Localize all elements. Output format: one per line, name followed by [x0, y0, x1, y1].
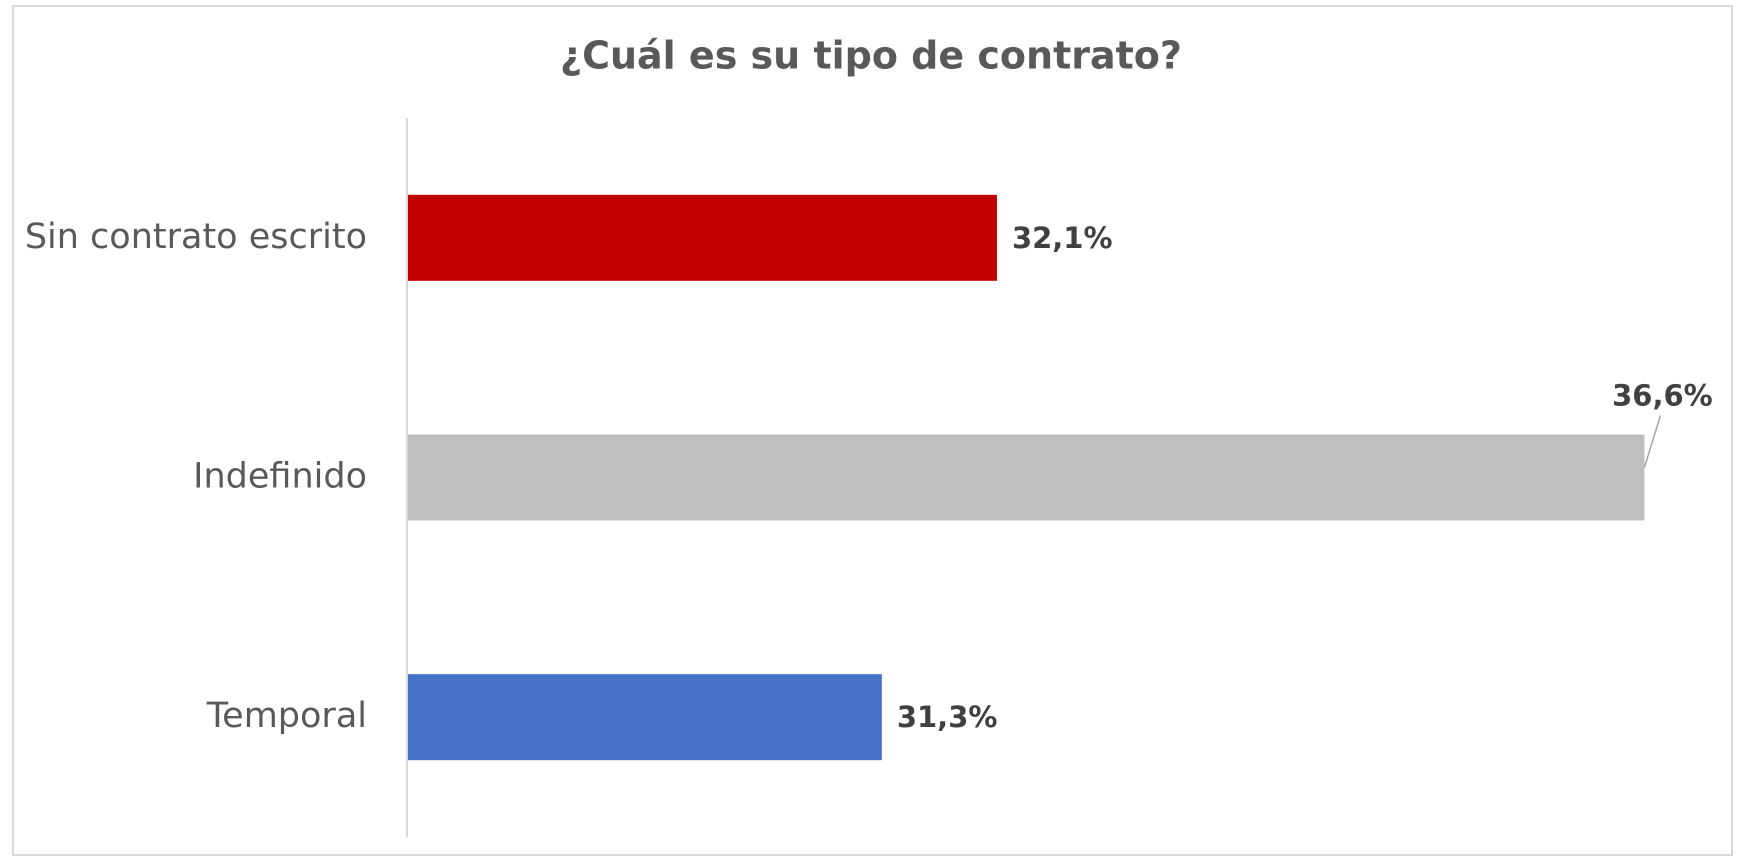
value-label: 36,6%: [1612, 379, 1713, 413]
bar: [407, 434, 1645, 521]
bar: [407, 674, 882, 761]
chart-title: ¿Cuál es su tipo de contrato?: [560, 34, 1182, 78]
category-label: Indefinido: [193, 457, 367, 497]
bar: [407, 194, 997, 281]
category-label: Sin contrato escrito: [25, 217, 367, 257]
value-label: 32,1%: [1012, 221, 1113, 255]
category-label: Temporal: [206, 696, 367, 736]
value-label: 31,3%: [897, 700, 998, 734]
leader-line: [1643, 415, 1662, 468]
